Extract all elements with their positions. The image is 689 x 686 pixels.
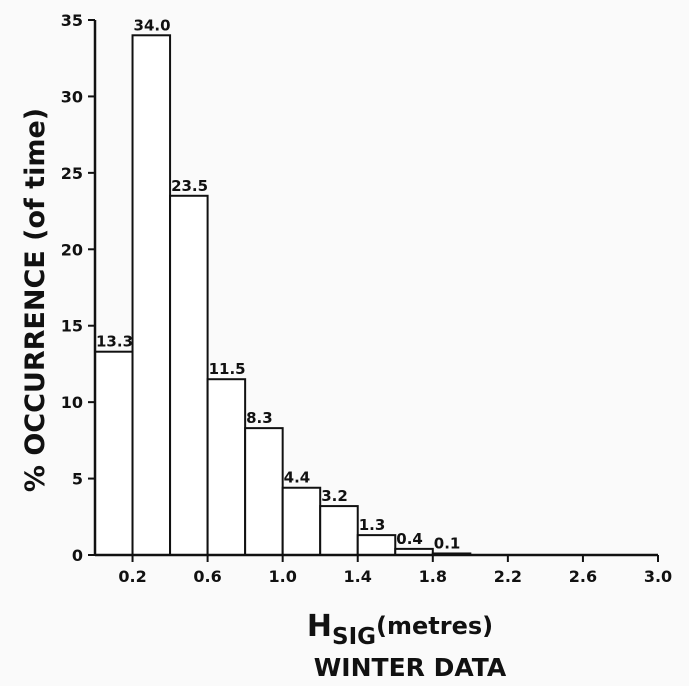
histogram-bar	[169, 194, 209, 557]
x-tick-label: 1.8	[419, 567, 447, 586]
histogram-bar	[281, 486, 322, 556]
bar-value-label: 0.4	[396, 530, 423, 548]
axes-layer	[93, 20, 658, 557]
bar-value-label: 8.3	[246, 409, 273, 427]
bar-value-label: 4.4	[284, 469, 311, 487]
histogram-bar	[131, 34, 172, 557]
bar-value-label: 3.2	[321, 487, 348, 505]
y-tick-label: 0	[72, 546, 83, 565]
histogram-bar	[206, 378, 247, 557]
bar-value-label: 34.0	[134, 16, 171, 34]
bar-value-label: 1.3	[359, 516, 386, 534]
x-tick-label: 3.0	[644, 567, 672, 586]
x-tick-label: 0.6	[193, 567, 221, 586]
x-tick-label: 2.6	[569, 567, 597, 586]
y-ticks: 0 5 10 15 20 25 30 35	[61, 11, 95, 565]
chart-title: WINTER DATA	[314, 653, 507, 682]
histogram-bar	[319, 505, 359, 557]
y-tick-label: 35	[61, 11, 83, 30]
bar-value-labels: 13.3 34.0 23.5 11.5 8.3 4.4 3.2 1.3 0.4 0.1	[96, 16, 460, 552]
y-axis-title: % OCCURRENCE (of time)	[20, 108, 51, 492]
y-tick-label: 15	[61, 317, 83, 336]
x-axis-title-units: (metres)	[376, 612, 493, 640]
bar-value-label: 0.1	[434, 534, 461, 552]
x-tick-label: 0.2	[118, 567, 146, 586]
bar-value-label: 11.5	[209, 360, 246, 378]
x-tick-label: 1.4	[344, 567, 372, 586]
histogram-bar	[94, 350, 134, 557]
y-tick-label: 5	[72, 470, 83, 489]
y-tick-label: 20	[61, 240, 83, 259]
x-axis-title: HSIG(metres)	[307, 609, 493, 650]
x-tick-label: 2.2	[494, 567, 522, 586]
histogram-bar	[244, 427, 284, 556]
bar-value-label: 13.3	[96, 333, 133, 351]
x-tick-label: 1.0	[268, 567, 296, 586]
y-tick-label: 25	[61, 164, 83, 183]
x-axis-title-sub: SIG	[332, 624, 376, 650]
x-axis-title-main: H	[307, 609, 332, 644]
y-tick-label: 10	[61, 393, 83, 412]
bar-value-label: 23.5	[171, 177, 208, 195]
histogram-bar	[356, 534, 397, 557]
x-ticks: 0.2 0.6 1.0 1.4 1.8 2.2 2.6 3.0	[118, 555, 672, 586]
y-tick-label: 30	[61, 87, 83, 106]
bars-layer	[94, 34, 472, 557]
